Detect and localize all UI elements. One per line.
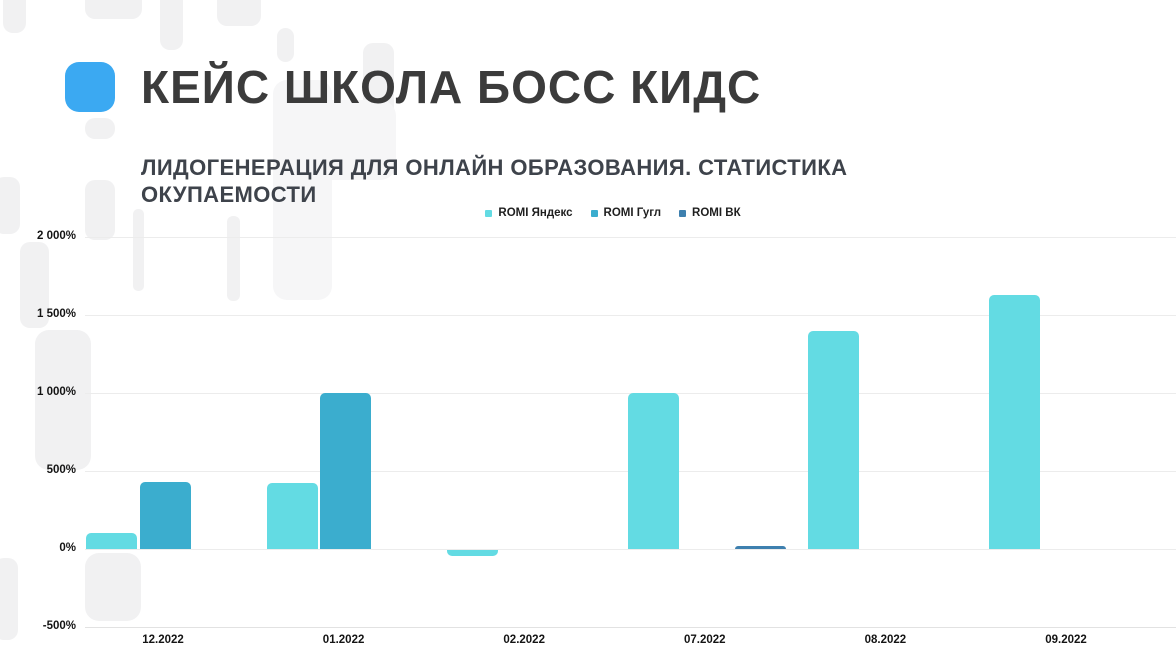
decor-shape	[85, 180, 115, 240]
legend-marker-icon	[485, 209, 493, 217]
legend-label: ROMI Яндекс	[498, 207, 573, 219]
x-axis-tick: 08.2022	[864, 634, 907, 646]
decor-shape	[3, 0, 26, 33]
bar-romi-яндекс-09.2022	[989, 294, 1040, 549]
plot-area	[85, 237, 1176, 628]
page-title: КЕЙС ШКОЛА БОСС КИДС	[141, 61, 762, 113]
y-axis-tick: 0%	[59, 542, 76, 554]
bar-romi-яндекс-12.2022	[86, 533, 137, 549]
gridline	[85, 627, 1176, 628]
bar-romi-гугл-12.2022	[139, 481, 191, 549]
x-axis-tick: 01.2022	[322, 634, 365, 646]
x-axis-tick: 07.2022	[684, 634, 726, 646]
chart-legend: ROMI Яндекс ROMI Гугл ROMI ВК	[0, 207, 1176, 219]
decor-shape	[0, 177, 20, 234]
gridline	[85, 237, 1176, 238]
y-axis-tick: 500%	[46, 464, 76, 476]
y-axis-tick: 2 000%	[36, 230, 76, 242]
x-axis-tick: 12.2022	[142, 634, 184, 646]
legend-marker-icon	[679, 209, 687, 217]
decor-shape	[85, 0, 142, 19]
y-axis-tick: 1 500%	[36, 308, 76, 320]
y-axis-tick: -500%	[42, 620, 76, 632]
page-subtitle: ЛИДОГЕНЕРАЦИЯ ДЛЯ ОНЛАЙН ОБРАЗОВАНИЯ. СТ…	[141, 155, 848, 207]
bar-romi-яндекс-08.2022	[808, 330, 860, 549]
y-axis-tick: 1 000%	[36, 386, 76, 398]
decor-shape	[20, 242, 49, 328]
legend-item: ROMI Гугл	[590, 207, 662, 219]
decor-shape	[85, 118, 115, 139]
legend-item: ROMI ВК	[679, 207, 741, 219]
header: КЕЙС ШКОЛА БОСС КИДС	[65, 60, 761, 114]
x-axis-tick: 02.2022	[503, 634, 545, 646]
legend-label: ROMI ВК	[692, 207, 741, 219]
decor-shape	[300, 100, 396, 180]
bar-romi-яндекс-01.2022	[266, 483, 318, 549]
legend-item: ROMI Яндекс	[485, 207, 573, 219]
bar-romi-яндекс-07.2022	[627, 393, 679, 549]
decor-shape	[133, 209, 144, 291]
decor-shape	[217, 0, 261, 26]
gridline	[85, 549, 1176, 550]
bar-romi-гугл-01.2022	[320, 393, 372, 549]
decor-shape	[277, 28, 294, 62]
x-axis-tick: 09.2022	[1045, 634, 1087, 646]
accent-square-icon	[65, 62, 115, 112]
decor-shape	[35, 330, 91, 470]
gridline	[85, 315, 1176, 316]
bar-romi-яндекс-02.2022	[447, 550, 499, 557]
legend-label: ROMI Гугл	[603, 207, 662, 219]
bar-romi-вк-07.2022	[734, 545, 786, 549]
decor-shape	[0, 558, 18, 640]
legend-marker-icon	[590, 209, 598, 217]
decor-shape	[85, 553, 141, 621]
decor-shape	[160, 0, 183, 50]
